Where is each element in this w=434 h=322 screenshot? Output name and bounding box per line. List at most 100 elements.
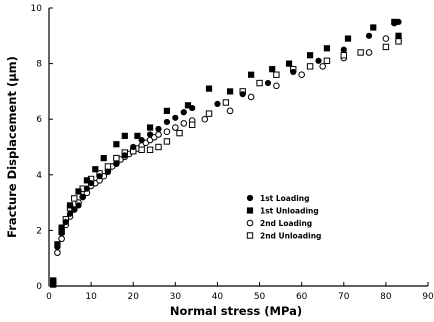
data-point: [58, 235, 65, 243]
plot-area: [48, 8, 428, 287]
x-tick-label: 0: [46, 292, 52, 302]
data-point: [66, 210, 74, 217]
data-point: [365, 49, 373, 56]
data-point: [264, 79, 272, 87]
data-point: [104, 168, 112, 176]
data-point: [163, 128, 171, 136]
data-point: [205, 110, 213, 117]
data-point: [163, 138, 171, 145]
data-point: [75, 188, 82, 195]
data-point: [155, 143, 162, 151]
data-point: [146, 131, 154, 138]
data-point: [365, 32, 373, 39]
data-point: [205, 85, 213, 92]
legend-marker: [246, 219, 254, 227]
data-point: [50, 281, 57, 288]
data-point: [391, 18, 398, 25]
series-1st-unloading: [50, 18, 402, 288]
data-point: [273, 71, 280, 78]
data-point: [66, 202, 74, 209]
data-point: [134, 132, 141, 139]
data-point: [222, 99, 230, 106]
series-1st-loading: [54, 18, 402, 251]
data-point: [138, 146, 145, 153]
data-point: [113, 160, 120, 167]
data-point: [248, 71, 255, 78]
x-tick-label: 60: [296, 292, 308, 302]
data-point: [184, 102, 192, 109]
data-point: [130, 143, 137, 151]
data-point: [273, 82, 280, 90]
x-tick-label: 40: [212, 292, 224, 302]
data-point: [146, 124, 154, 131]
y-tick-label: 6: [36, 115, 42, 125]
data-point: [71, 195, 78, 202]
data-point: [247, 93, 255, 101]
x-tick-label: 80: [380, 292, 392, 302]
data-point: [201, 115, 209, 123]
x-axis-ticks: 0 10 20 30 40 50 60 70 80 90: [46, 282, 434, 302]
legend-label: 2nd Loading: [260, 219, 312, 228]
x-tick-label: 50: [254, 292, 266, 302]
data-point: [50, 277, 57, 284]
y-tick-label: 10: [31, 4, 43, 14]
data-point: [155, 131, 162, 138]
data-point: [290, 68, 297, 76]
legend: 1st Loading 1st Unloading 2nd Loading 2nd U…: [246, 194, 321, 241]
data-point: [58, 230, 65, 237]
data-point: [96, 173, 103, 180]
data-point: [298, 71, 305, 79]
data-point: [370, 24, 377, 31]
data-point: [83, 185, 90, 192]
data-point: [146, 146, 154, 153]
data-point: [323, 57, 331, 65]
y-tick-label: 4: [36, 171, 42, 181]
data-point: [188, 121, 196, 128]
data-point: [306, 52, 314, 59]
data-point: [92, 166, 99, 173]
data-point: [382, 35, 390, 42]
data-point: [104, 163, 112, 170]
data-point: [62, 218, 69, 226]
y-axis-ticks: 0 2 4 6 8 10: [31, 4, 53, 292]
legend-label: 1st Loading: [260, 194, 310, 203]
data-point: [75, 202, 82, 209]
data-point: [113, 141, 120, 148]
data-point: [319, 63, 327, 70]
data-point: [214, 100, 221, 108]
x-tick-label: 20: [127, 292, 139, 302]
y-tick-label: 8: [36, 60, 42, 70]
x-tick-label: 30: [170, 292, 182, 302]
data-point: [285, 60, 293, 67]
y-axis-title: Fracture Displacement (μm): [5, 56, 19, 238]
x-axis-title: Normal stress (MPa): [170, 304, 302, 318]
data-point: [340, 46, 347, 53]
data-point: [395, 38, 402, 45]
data-point: [239, 91, 246, 98]
data-point: [306, 63, 314, 70]
x-tick-label: 90: [422, 292, 434, 302]
data-point: [357, 49, 364, 56]
data-point: [121, 152, 128, 159]
legend-label: 1st Unloading: [260, 207, 319, 216]
data-point: [315, 57, 322, 64]
data-point: [54, 241, 61, 248]
data-point: [382, 43, 390, 51]
data-point: [113, 154, 120, 162]
data-point: [269, 66, 276, 73]
data-point: [172, 124, 179, 131]
data-point: [163, 107, 171, 114]
data-point: [176, 129, 183, 137]
legend-label: 2nd Unloading: [260, 232, 321, 241]
data-point: [256, 79, 263, 87]
data-point: [83, 177, 90, 184]
data-point: [54, 249, 61, 256]
y-tick-label: 2: [36, 226, 42, 236]
legend-marker: [246, 194, 254, 202]
data-point: [395, 32, 402, 39]
legend-marker: [246, 232, 254, 239]
data-point: [180, 120, 188, 127]
data-point: [100, 155, 107, 162]
y-tick-label: 0: [36, 282, 42, 292]
